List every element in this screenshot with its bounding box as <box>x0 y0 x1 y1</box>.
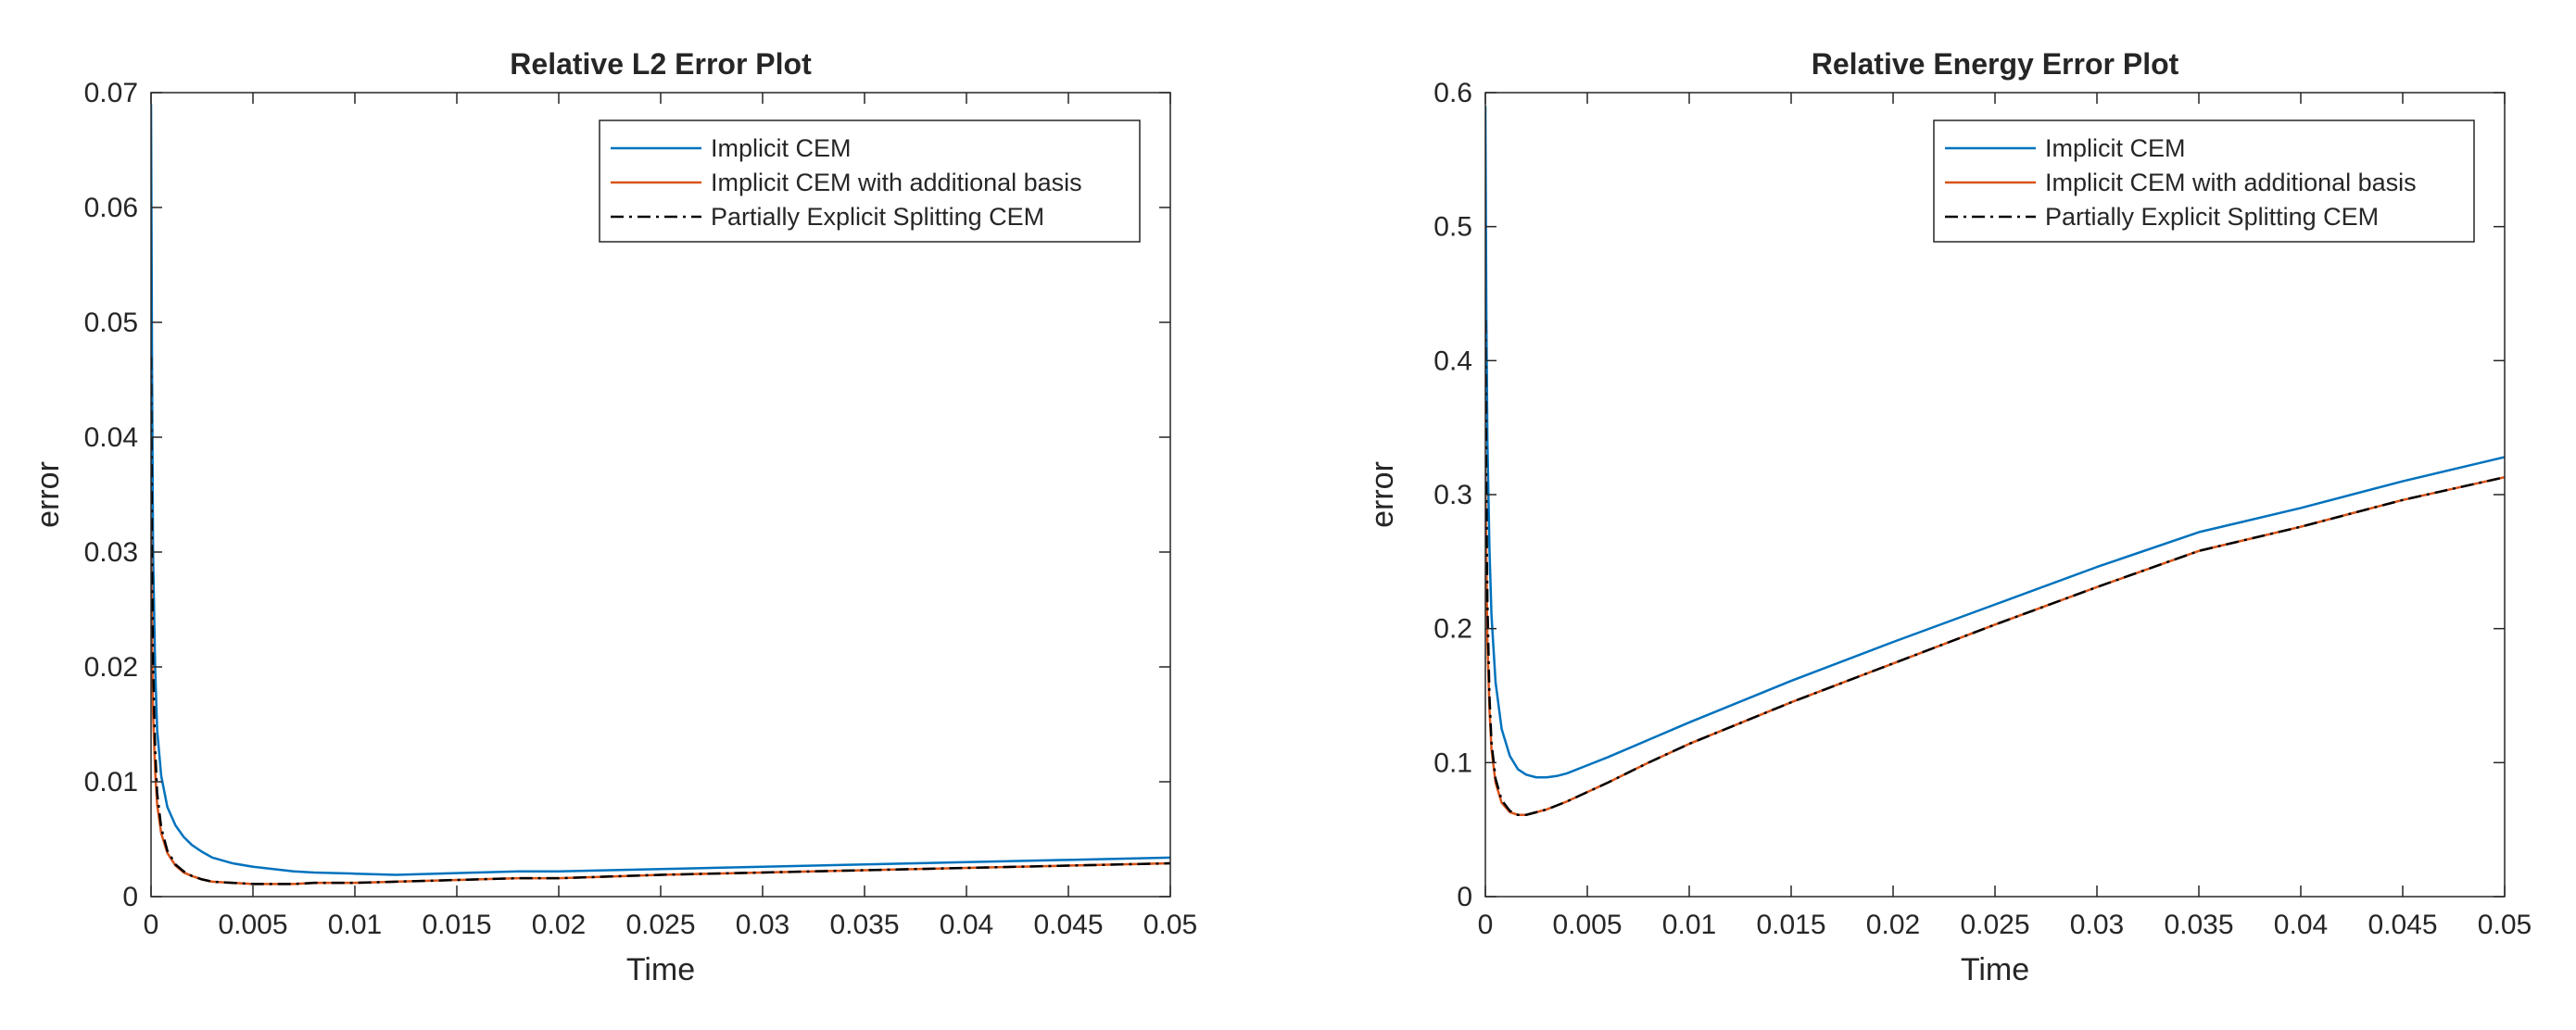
legend-label-2: Partially Explicit Splitting CEM <box>2045 203 2379 231</box>
legend-label-1: Implicit CEM with additional basis <box>2045 169 2417 196</box>
x-tick-label: 0.025 <box>1960 910 2029 940</box>
chart-relative-energy-error: Relative Energy Error Plot 0 0.005 0.01 0.01… <box>1365 47 2532 987</box>
x-tick-label: 0.045 <box>1033 910 1103 940</box>
x-tick-label: 0.05 <box>2478 910 2532 940</box>
x-tick-label: 0.04 <box>940 910 993 940</box>
series-group <box>1485 106 2505 816</box>
legend-label-0: Implicit CEM <box>2045 134 2186 162</box>
legend-label-2: Partially Explicit Splitting CEM <box>711 203 1044 231</box>
x-tick-label: 0.01 <box>328 910 382 940</box>
legend-box <box>1933 119 2475 243</box>
y-axis-label: error <box>31 461 66 528</box>
x-tick-label: 0.005 <box>218 910 287 940</box>
series-line-0 <box>151 104 1170 876</box>
y-tick-label: 0.6 <box>1433 78 1472 108</box>
y-tick-label: 0.02 <box>84 652 138 683</box>
y-tick-label: 0.1 <box>1433 747 1472 778</box>
legend-label-0: Implicit CEM <box>711 134 852 162</box>
x-tick-label: 0.035 <box>2164 910 2233 940</box>
legend-label-1: Implicit CEM with additional basis <box>711 169 1082 196</box>
series-line-0 <box>1485 106 2505 779</box>
y-tick-label: 0.01 <box>84 767 138 798</box>
y-tick-label: 0.2 <box>1433 614 1472 645</box>
y-tick-label: 0.5 <box>1433 212 1472 243</box>
series-line-2 <box>1485 320 2505 816</box>
chart-title: Relative L2 Error Plot <box>510 47 812 81</box>
y-axis-label: error <box>1365 461 1400 528</box>
legend: Implicit CEM Implicit CEM with additional… <box>1933 119 2475 243</box>
x-tick-label: 0.025 <box>625 910 695 940</box>
series-line-2 <box>151 357 1170 886</box>
x-axis-label: Time <box>1961 952 2029 987</box>
x-tick-label: 0.03 <box>2070 910 2124 940</box>
legend-box <box>599 119 1141 243</box>
x-tick-label: 0.015 <box>1756 910 1825 940</box>
x-tick-label: 0 <box>1478 910 1494 940</box>
y-tick-label: 0 <box>122 882 138 912</box>
y-tick-label: 0.4 <box>1433 345 1472 376</box>
chart-relative-l2-error: Relative L2 Error Plot 0 0.005 0.01 0.015 0.0… <box>31 47 1197 987</box>
y-tick-label: 0.07 <box>84 78 138 108</box>
x-tick-label: 0.04 <box>2274 910 2328 940</box>
x-tick-label: 0.015 <box>422 910 491 940</box>
x-tick-label: 0.01 <box>1662 910 1716 940</box>
y-tick-label: 0 <box>1457 882 1472 912</box>
x-tick-label: 0.03 <box>736 910 789 940</box>
legend: Implicit CEM Implicit CEM with additional… <box>599 119 1141 243</box>
y-tick-label: 0.04 <box>84 422 138 453</box>
y-tick-label: 0.06 <box>84 193 138 223</box>
x-axis-label: Time <box>626 952 695 987</box>
x-tick-label: 0.045 <box>2368 910 2437 940</box>
y-tick-label: 0.03 <box>84 537 138 568</box>
y-tick-label: 0.3 <box>1433 480 1472 510</box>
x-tick-label: 0.035 <box>829 910 899 940</box>
x-tick-label: 0.005 <box>1552 910 1622 940</box>
series-group <box>151 104 1170 886</box>
x-tick-label: 0.02 <box>1866 910 1920 940</box>
x-tick-label: 0 <box>144 910 159 940</box>
chart-title: Relative Energy Error Plot <box>1812 47 2179 81</box>
x-tick-label: 0.05 <box>1143 910 1197 940</box>
x-tick-label: 0.02 <box>532 910 586 940</box>
y-tick-label: 0.05 <box>84 308 138 338</box>
